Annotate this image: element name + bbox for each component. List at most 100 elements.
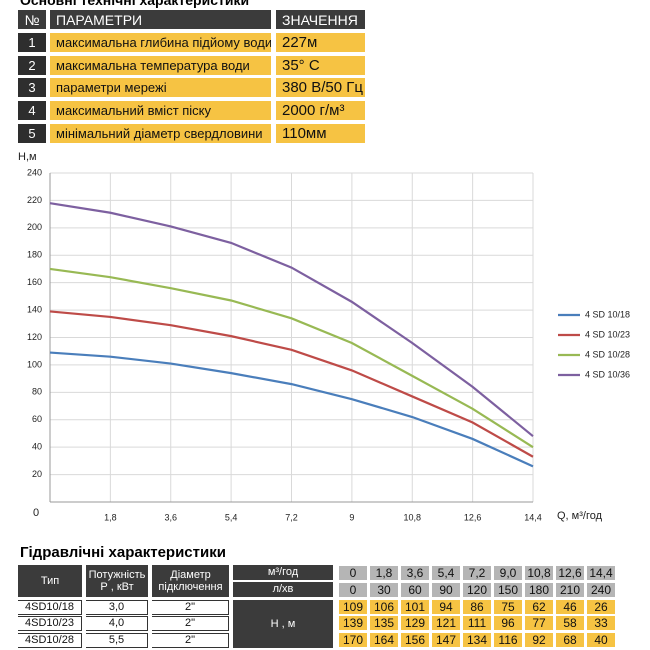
head-value: 147 xyxy=(432,633,460,647)
rate-cell: 150 xyxy=(494,583,522,597)
header-cell: ЗНАЧЕННЯ xyxy=(276,10,365,29)
head-value: 111 xyxy=(463,616,491,630)
row-number: 5 xyxy=(18,123,46,143)
flow-cell: 0 xyxy=(339,566,367,580)
series-line xyxy=(49,351,534,468)
head-value: 33 xyxy=(587,616,615,630)
rate-cell: 90 xyxy=(432,583,460,597)
y-tick-label: 60 xyxy=(32,414,42,424)
diameter-cell: 2" xyxy=(152,616,229,631)
flow-cell: 5,4 xyxy=(432,566,460,580)
header-cell: № xyxy=(18,10,46,29)
x-axis-label: Q, м³/год xyxy=(557,510,603,522)
y-axis-label: Н,м xyxy=(18,151,37,163)
param-value: 2000 г/м³ xyxy=(276,101,365,121)
head-value: 121 xyxy=(432,616,460,630)
rate-cell: 180 xyxy=(525,583,553,597)
y-tick-label: 20 xyxy=(32,469,42,479)
flow-cell: 12,6 xyxy=(556,566,584,580)
legend-label: 4 SD 10/23 xyxy=(585,329,630,339)
unit-cell: Н , м xyxy=(233,600,333,648)
x-tick-label: 14,4 xyxy=(524,512,542,522)
param-value: 35° С xyxy=(276,55,365,75)
unit-cell: м³/год xyxy=(233,565,333,580)
rate-cell: 240 xyxy=(587,583,615,597)
legend-label: 4 SD 10/18 xyxy=(585,309,630,319)
x-tick-label: 3,6 xyxy=(164,512,177,522)
rate-cell: 210 xyxy=(556,583,584,597)
head-value: 86 xyxy=(463,600,491,614)
flow-cell: 3,6 xyxy=(401,566,429,580)
legend-label: 4 SD 10/36 xyxy=(585,369,630,379)
head-value: 129 xyxy=(401,616,429,630)
legend-label: 4 SD 10/28 xyxy=(585,349,630,359)
head-value: 92 xyxy=(525,633,553,647)
y-tick-label: 140 xyxy=(27,304,42,314)
head-value: 75 xyxy=(494,600,522,614)
head-value: 62 xyxy=(525,600,553,614)
param-value: 227м xyxy=(276,33,365,52)
y-tick-label: 120 xyxy=(27,332,42,342)
param-value: 380 В/50 Гц xyxy=(276,78,365,98)
head-value: 109 xyxy=(339,600,367,614)
series-line xyxy=(49,267,534,449)
y-tick-label: 160 xyxy=(27,277,42,287)
flow-cell: 9,0 xyxy=(494,566,522,580)
series-line xyxy=(49,310,534,458)
diameter-cell: 2" xyxy=(152,633,229,648)
unit-cell: л/хв xyxy=(233,582,333,597)
x-tick-label: 5,4 xyxy=(225,512,238,522)
series-line xyxy=(49,202,534,438)
x-tick-label: 9 xyxy=(349,512,354,522)
head-value: 77 xyxy=(525,616,553,630)
header-cell: Потужність Р , кВт xyxy=(86,565,148,597)
param-value: 110мм xyxy=(276,123,365,143)
row-number: 1 xyxy=(18,33,46,52)
y-tick-label: 220 xyxy=(27,195,42,205)
param-name: максимальна глибина підйому води xyxy=(50,33,271,52)
head-value: 94 xyxy=(432,600,460,614)
y-tick-label: 80 xyxy=(32,387,42,397)
head-value: 96 xyxy=(494,616,522,630)
page-title: Основні технічні характеристики xyxy=(20,0,250,8)
head-value: 139 xyxy=(339,616,367,630)
type-cell: 4SD10/28 xyxy=(18,633,82,648)
head-value: 40 xyxy=(587,633,615,647)
x-tick-label: 12,6 xyxy=(464,512,482,522)
row-number: 2 xyxy=(18,55,46,75)
x-tick-label: 0 xyxy=(33,507,39,519)
power-cell: 5,5 xyxy=(86,633,148,648)
x-tick-label: 1,8 xyxy=(104,512,117,522)
head-value: 156 xyxy=(401,633,429,647)
section-title: Гідравлічні характеристики xyxy=(20,543,226,561)
head-value: 134 xyxy=(463,633,491,647)
type-cell: 4SD10/18 xyxy=(18,600,82,615)
rate-cell: 60 xyxy=(401,583,429,597)
param-name: максимальна температура води xyxy=(50,55,271,75)
head-value: 101 xyxy=(401,600,429,614)
flow-cell: 1,8 xyxy=(370,566,398,580)
head-value: 106 xyxy=(370,600,398,614)
type-cell: 4SD10/23 xyxy=(18,616,82,631)
y-tick-label: 240 xyxy=(27,167,42,177)
row-number: 4 xyxy=(18,101,46,121)
head-value: 170 xyxy=(339,633,367,647)
x-tick-label: 10,8 xyxy=(403,512,421,522)
head-value: 116 xyxy=(494,633,522,647)
head-value: 58 xyxy=(556,616,584,630)
header-cell: Діаметр підключення xyxy=(152,565,229,597)
flow-cell: 14,4 xyxy=(587,566,615,580)
chart: Н,м Q, м³/год 20 40 60 80 100 120 140 160 180 200 22… xyxy=(18,151,630,522)
rate-cell: 120 xyxy=(463,583,491,597)
y-tick-label: 40 xyxy=(32,442,42,452)
rate-cell: 0 xyxy=(339,583,367,597)
power-cell: 3,0 xyxy=(86,600,148,615)
head-value: 164 xyxy=(370,633,398,647)
param-name: параметри мережі xyxy=(50,78,271,98)
head-value: 46 xyxy=(556,600,584,614)
power-cell: 4,0 xyxy=(86,616,148,631)
flow-cell: 7,2 xyxy=(463,566,491,580)
head-value: 68 xyxy=(556,633,584,647)
rate-cell: 30 xyxy=(370,583,398,597)
head-value: 26 xyxy=(587,600,615,614)
